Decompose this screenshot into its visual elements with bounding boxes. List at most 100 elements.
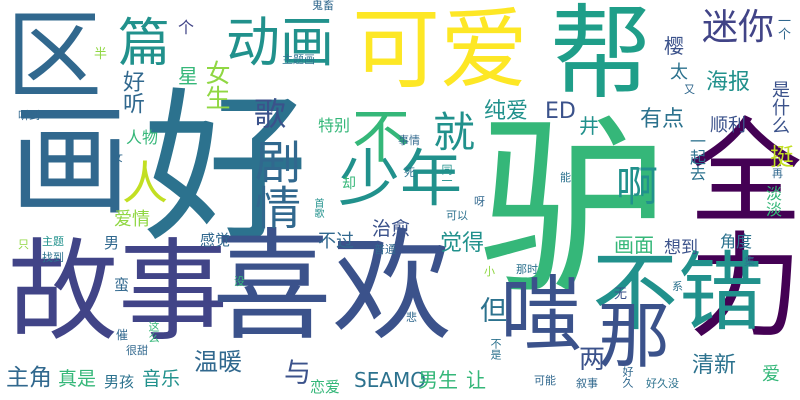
word-bushi: 不是 (489, 338, 502, 360)
word-zai: 再 (772, 167, 783, 180)
word-ting: 挺 (770, 143, 794, 171)
word-mini: 迷你 (702, 7, 775, 48)
word-dan: 但 (480, 296, 507, 327)
word-dandan: 淡淡 (763, 185, 782, 217)
word-haibao: 海报 (706, 70, 751, 95)
word-juqing: 剧情 (248, 138, 302, 230)
word-shaonian: 少年 (338, 142, 463, 215)
word-rang: 让 (466, 368, 486, 392)
word-lianai: 恋爱 (310, 378, 341, 396)
word-pian: 篇 (118, 14, 171, 74)
word-nanhai: 男孩 (104, 373, 135, 391)
word-ya: 呀 (474, 195, 485, 208)
word-nan: 男 (104, 234, 120, 252)
word-zheme: 这么 (147, 321, 160, 343)
word-ge2: 个 (178, 18, 195, 37)
word-qu: 区 (6, 0, 102, 112)
word-tebie: 特别 (318, 116, 351, 135)
word-na: 那 (598, 294, 671, 378)
word-bei: 悲 (406, 311, 417, 324)
word-zhuti: 主题 (42, 235, 64, 248)
word-ying: 樱 (664, 34, 684, 58)
word-nansheng: 男生 (418, 368, 458, 392)
word-shishenme: 是什么 (769, 80, 790, 134)
word-chunai: 纯爱 (484, 99, 529, 124)
word-tai: 太 (670, 62, 688, 83)
word-shouge: 首歌 (312, 198, 323, 218)
word-xiao: 小 (484, 265, 495, 278)
word-keneng: 可能 (534, 374, 556, 387)
word-ban: 半 (94, 47, 108, 62)
word-hentian: 很甜 (126, 344, 148, 357)
word-nv: 女 (112, 151, 123, 164)
word-zhaodao: 找到 (42, 251, 64, 264)
word-jiaodu: 角度 (720, 232, 753, 251)
word-zhujiao: 主角 (6, 365, 52, 391)
word-hao: 好 (143, 73, 308, 265)
word-aiqing: 爱情 (114, 209, 150, 230)
word-you: 又 (684, 83, 695, 96)
word-keai: 可爱 (352, 0, 529, 101)
word-juede: 觉得 (440, 231, 485, 256)
word-shunli: 顺利 (710, 115, 746, 136)
word-yige: 一个 (775, 14, 790, 40)
word-yinyue: 音乐 (142, 368, 181, 390)
word-wu: 无 (614, 287, 628, 302)
word-yu: 与 (284, 358, 311, 389)
word-si: 死 (404, 166, 415, 179)
word-zhiyu: 治愈 (372, 218, 411, 240)
word-haojiu: 好久 (621, 366, 634, 388)
word-ren: 人 (122, 156, 168, 210)
word-donghua: 动画 (226, 11, 334, 74)
word-cui: 催 (116, 328, 129, 342)
word-ji: 集 (744, 255, 755, 268)
word-guichu: 鬼畜 (312, 0, 334, 12)
word-haoting: 好听 (119, 70, 144, 114)
word-nvsheng: 女生 (202, 60, 231, 110)
word-man: 蛮 (114, 276, 130, 294)
word-ai: 爱 (762, 364, 780, 385)
word-xing: 星 (178, 64, 198, 88)
word-bang: 帮 (550, 0, 652, 114)
word-haojiumei: 好久没 (646, 377, 679, 390)
word-nashi: 那时 (516, 263, 538, 276)
word-mei: 没 (234, 275, 245, 288)
word-tongyi: 同一 (440, 164, 453, 186)
word-jiu: 就 (433, 108, 476, 157)
word-renwu: 人物 (126, 128, 159, 147)
word-gushi: 故事 (8, 228, 228, 356)
word-zhutihua: 主题画 (282, 53, 315, 66)
word-zhenshi: 真是 (58, 368, 97, 390)
word-lv: 驴 (478, 99, 669, 320)
word-xi: 系 (672, 280, 683, 293)
word-quanli: 全力 (669, 112, 800, 340)
word-yiqiqu: 一起去 (687, 133, 706, 181)
word-xiangdao: 想到 (664, 238, 698, 258)
word-wennuan: 温暖 (194, 348, 242, 376)
word-que: 却 (342, 176, 356, 192)
word-xihuan: 喜欢 (212, 218, 452, 357)
word-putong: 普通 (374, 243, 396, 256)
word-a: 啊 (616, 162, 659, 211)
word-chi: 嗤 (500, 268, 583, 363)
word-zhi: 只 (18, 238, 29, 251)
word-neng: 能 (560, 171, 571, 184)
word-ge: 歌 (254, 95, 287, 133)
word-tingdao: 听到 (18, 109, 40, 122)
word-jing: 井 (579, 114, 599, 138)
word-huamian: 画面 (614, 233, 654, 257)
word-youdian: 有点 (640, 107, 685, 132)
word-seamo: SEAMO (354, 368, 427, 392)
word-bu: 不 (352, 103, 411, 171)
word-xushi: 叙事 (576, 377, 598, 390)
word-hua: 画 (10, 93, 130, 232)
word-bucuo: 不错 (592, 243, 764, 343)
word-keyi: 可以 (446, 209, 468, 222)
word-ganjue: 感觉 (200, 231, 231, 249)
word-ed: ED (545, 99, 576, 124)
word-liang: 两 (579, 345, 606, 375)
word-shiqing: 事情 (398, 134, 420, 147)
word-buguo: 不过 (318, 231, 354, 252)
word-qingxin: 清新 (692, 353, 737, 378)
